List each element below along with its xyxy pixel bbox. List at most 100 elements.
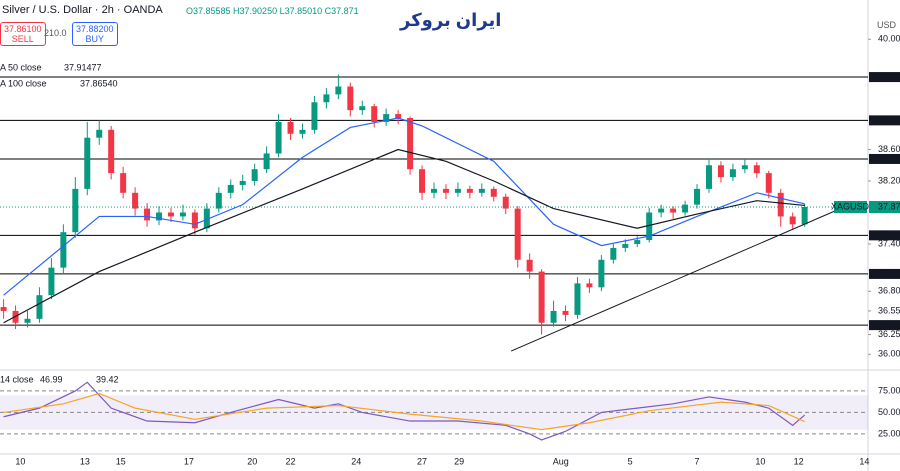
sell-button[interactable]: 37.86100 SELL — [0, 22, 46, 46]
candle-body — [598, 259, 605, 288]
y-tick-label: 75.00 — [878, 385, 900, 395]
buy-button[interactable]: 37.88200 BUY — [72, 22, 118, 46]
level-label: 37.51 — [878, 230, 900, 240]
level-label-bg — [869, 268, 900, 279]
y-tick-label: 38.20 — [878, 175, 900, 185]
x-tick-label: 13 — [80, 456, 90, 466]
candle-body — [191, 212, 198, 229]
legend-value: 37.86540 — [80, 78, 118, 88]
logo: ایران بروکر — [400, 10, 502, 30]
candle-body — [658, 208, 665, 213]
y-tick-label: 25.00 — [878, 428, 900, 438]
x-tick-label: 29 — [454, 456, 464, 466]
symbol: Silver / U.S. Dollar · 2h · OANDA — [2, 4, 163, 16]
y-tick-label: 40.00 — [878, 34, 900, 44]
candle-body — [36, 295, 43, 319]
rsi-line — [3, 381, 806, 441]
level-label-bg — [869, 115, 900, 126]
y-tick-label: 36.25 — [878, 329, 900, 339]
candle-body — [179, 212, 186, 217]
legend-name: A 50 close — [0, 62, 42, 72]
x-tick-label: 10 — [15, 456, 25, 466]
candle-body — [335, 86, 342, 95]
candle-body — [419, 169, 426, 193]
candle-body — [729, 169, 736, 178]
candle-body — [765, 173, 772, 193]
level-label: 38.97 — [878, 115, 900, 125]
candle-body — [323, 94, 330, 103]
x-tick-label: 27 — [417, 456, 427, 466]
buy-price: 37.88200 — [76, 24, 114, 34]
sell-label: SELL — [11, 34, 34, 44]
candle-body — [60, 232, 67, 268]
x-tick-label: 24 — [351, 456, 361, 466]
candle-body — [120, 173, 127, 193]
candle-body — [502, 196, 509, 209]
level-label: 39.52 — [878, 71, 900, 81]
level-label: 38.48 — [878, 153, 900, 163]
y-tick-label: 37.40 — [878, 238, 900, 248]
x-tick-label: 20 — [247, 456, 257, 466]
x-tick-label: 5 — [628, 456, 633, 466]
candle-body — [526, 259, 533, 272]
legend-value: 39.42 — [96, 374, 119, 384]
candle-body — [96, 129, 103, 138]
candle-body — [741, 165, 748, 170]
level-label: 37.02 — [878, 268, 900, 278]
candle-body — [562, 310, 569, 315]
y-tick-label: 50.00 — [878, 407, 900, 417]
candle-body — [156, 212, 163, 221]
candle-body — [371, 106, 378, 122]
candle-body — [275, 121, 282, 154]
candle-body — [586, 283, 593, 288]
candle-body — [538, 271, 545, 323]
candle-body — [383, 114, 390, 122]
spread: 210.0 — [44, 28, 67, 38]
y-tick-label: 36.00 — [878, 349, 900, 359]
candle-body — [395, 114, 402, 119]
x-tick-label: 7 — [695, 456, 700, 466]
candle-body — [239, 181, 246, 185]
candle-body — [777, 192, 784, 217]
legend-value: 37.91477 — [64, 62, 102, 72]
level-label: 36.37 — [878, 319, 900, 329]
legend-value: 46.99 — [40, 374, 63, 384]
x-tick-label: 15 — [116, 456, 126, 466]
x-tick-label: 17 — [184, 456, 194, 466]
candle-body — [24, 318, 31, 323]
candle-body — [717, 165, 724, 178]
candle-body — [514, 208, 521, 260]
candle-body — [215, 192, 222, 209]
trendline — [510, 209, 838, 352]
candle-body — [466, 188, 473, 193]
candle-body — [801, 206, 808, 225]
x-tick-label: 10 — [755, 456, 765, 466]
candle-body — [454, 188, 461, 193]
candle-body — [646, 212, 653, 241]
currency: USD — [877, 20, 897, 30]
candle-body — [694, 188, 701, 205]
symbol-tag: XAGUSD — [831, 201, 870, 211]
candle-body — [359, 106, 366, 111]
candle-body — [287, 121, 294, 134]
candle-body — [574, 283, 581, 315]
candle-body — [622, 244, 629, 248]
level-label-bg — [869, 230, 900, 241]
ohlc: O37.85585 H37.90250 L37.85010 C37.871 — [186, 6, 359, 16]
level-label-bg — [869, 320, 900, 331]
candle-body — [299, 129, 306, 134]
rsi-line — [3, 392, 805, 431]
current-price: 37.87 — [878, 201, 900, 211]
x-tick-label: 14 — [859, 456, 869, 466]
candle-body — [610, 247, 617, 260]
symbol-tag-bg — [834, 200, 867, 213]
sell-price: 37.86100 — [4, 24, 42, 34]
candle-body — [132, 192, 139, 209]
candle-body — [442, 188, 449, 193]
candle-body — [550, 310, 557, 323]
candle-body — [347, 86, 354, 111]
x-tick-label: 22 — [286, 456, 296, 466]
candle-body — [108, 129, 115, 174]
y-tick-label: 36.80 — [878, 286, 900, 296]
candle-body — [251, 169, 258, 182]
